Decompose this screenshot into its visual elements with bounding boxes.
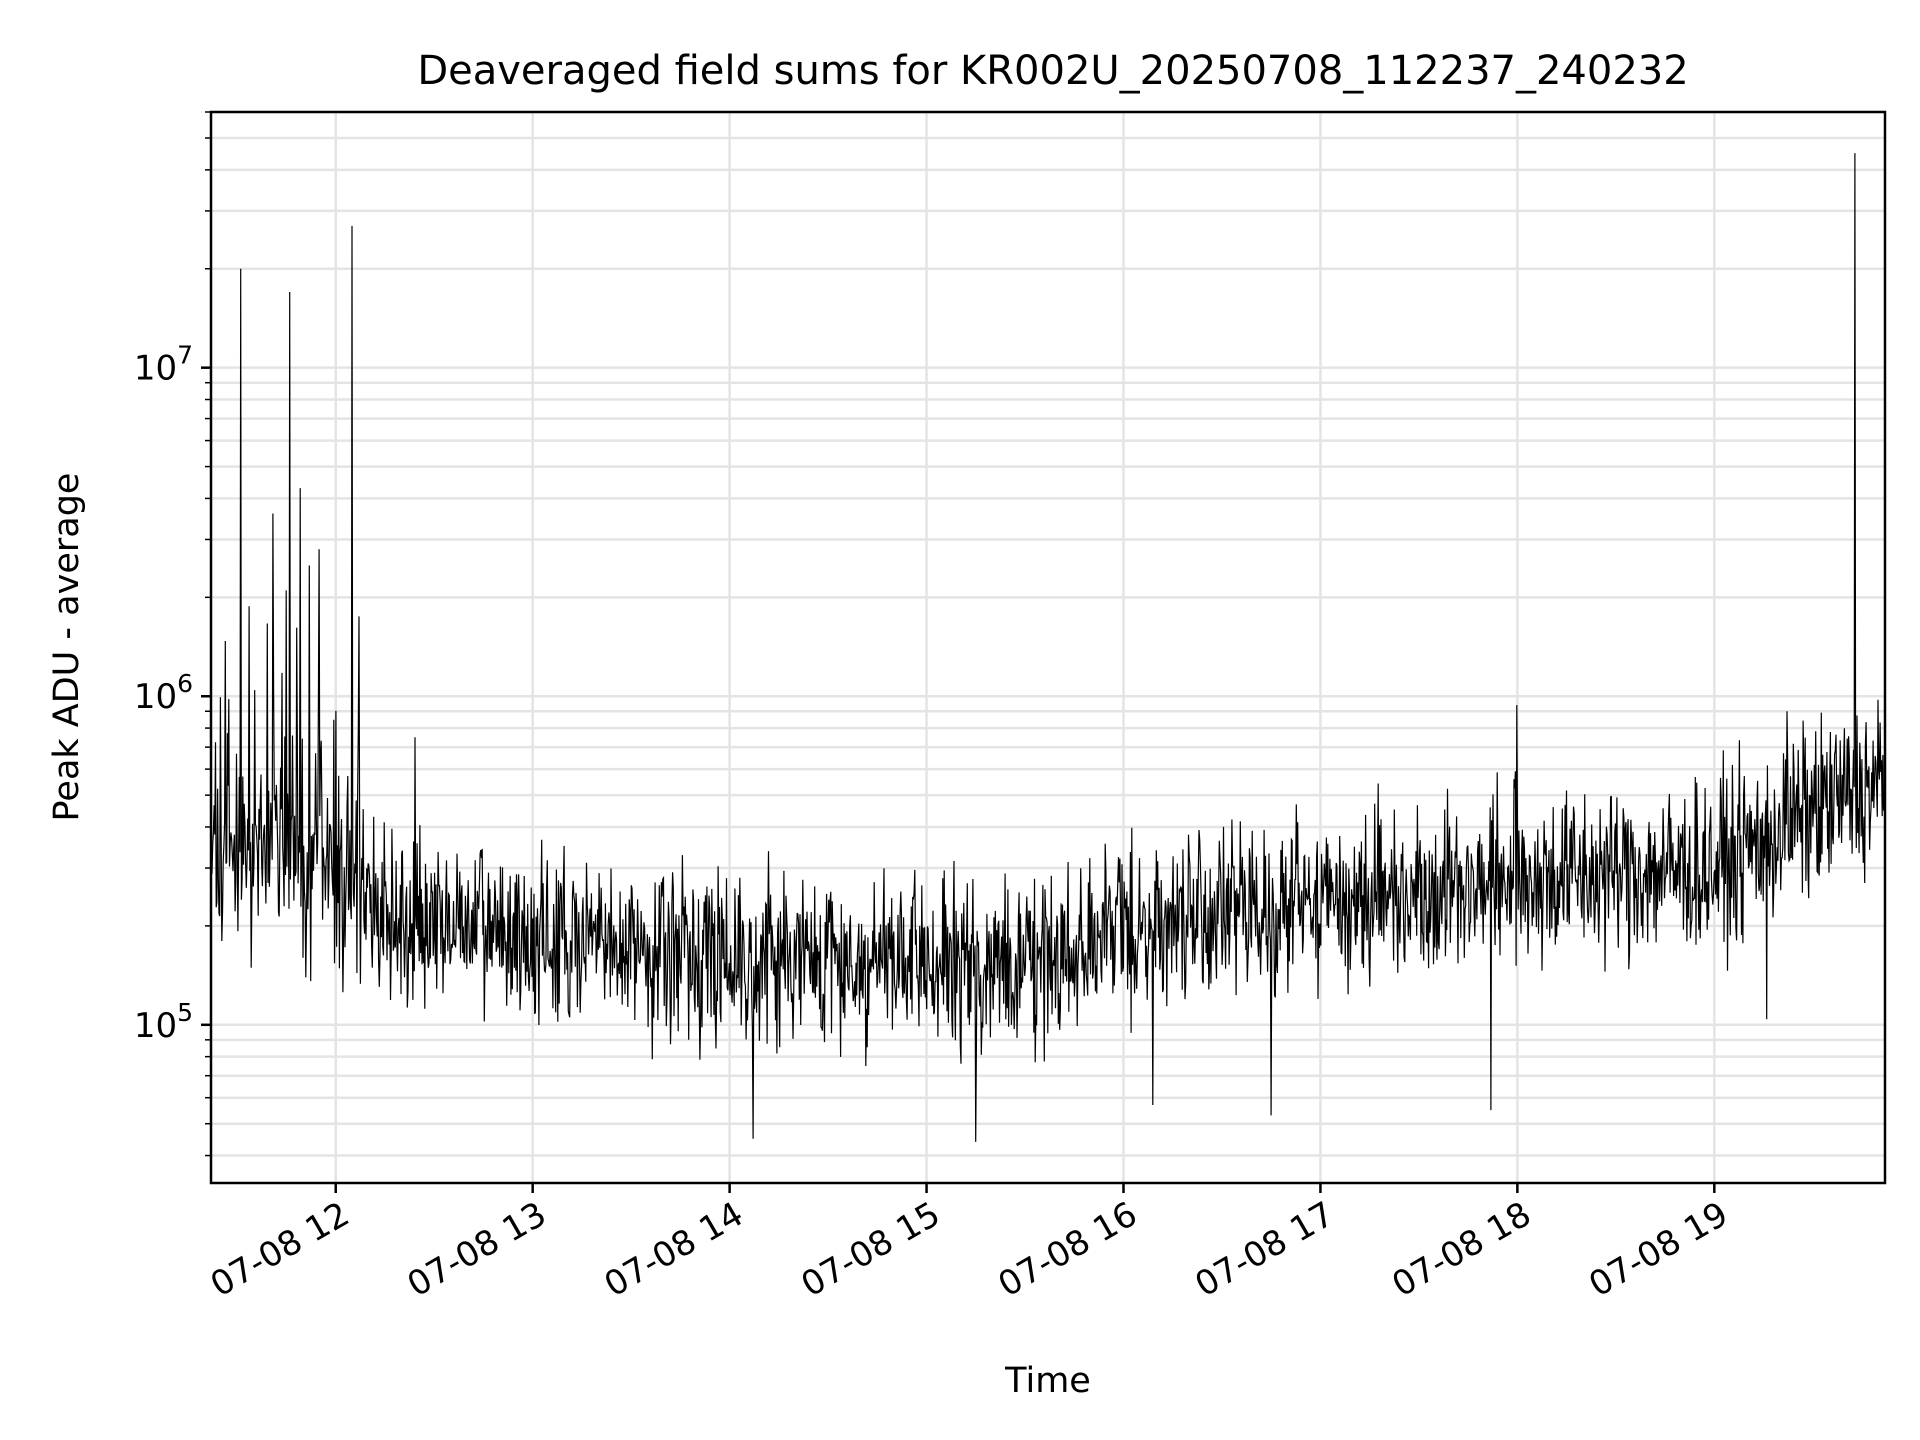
x-axis-label: Time [1004, 1361, 1091, 1401]
y-axis: 105 106 107 [134, 111, 211, 1157]
plot-frame [209, 110, 1887, 1185]
y-tick-label: 107 [134, 341, 193, 389]
chart-title: Deaveraged field sums for KR002U_2025070… [417, 48, 1688, 94]
x-tick-label: 07-08 17 [1189, 1194, 1341, 1305]
y-tick-label: 105 [134, 998, 193, 1046]
x-tick-label: 07-08 14 [598, 1194, 750, 1305]
x-axis: 07-08 12 07-08 13 07-08 14 07-08 15 07-08 16… [204, 1183, 1735, 1305]
series-line [211, 153, 1885, 1142]
y-tick-label: 106 [134, 669, 193, 717]
data-line [211, 153, 1885, 1142]
x-tick-label: 07-08 18 [1385, 1194, 1537, 1305]
x-tick-label: 07-08 12 [204, 1194, 356, 1305]
grid-lines [211, 110, 1885, 1183]
x-tick-label: 07-08 13 [401, 1194, 553, 1305]
x-tick-label: 07-08 16 [992, 1194, 1144, 1305]
x-tick-label: 07-08 15 [795, 1194, 947, 1305]
y-axis-label: Peak ADU - average [47, 473, 87, 822]
x-tick-label: 07-08 19 [1582, 1194, 1734, 1305]
